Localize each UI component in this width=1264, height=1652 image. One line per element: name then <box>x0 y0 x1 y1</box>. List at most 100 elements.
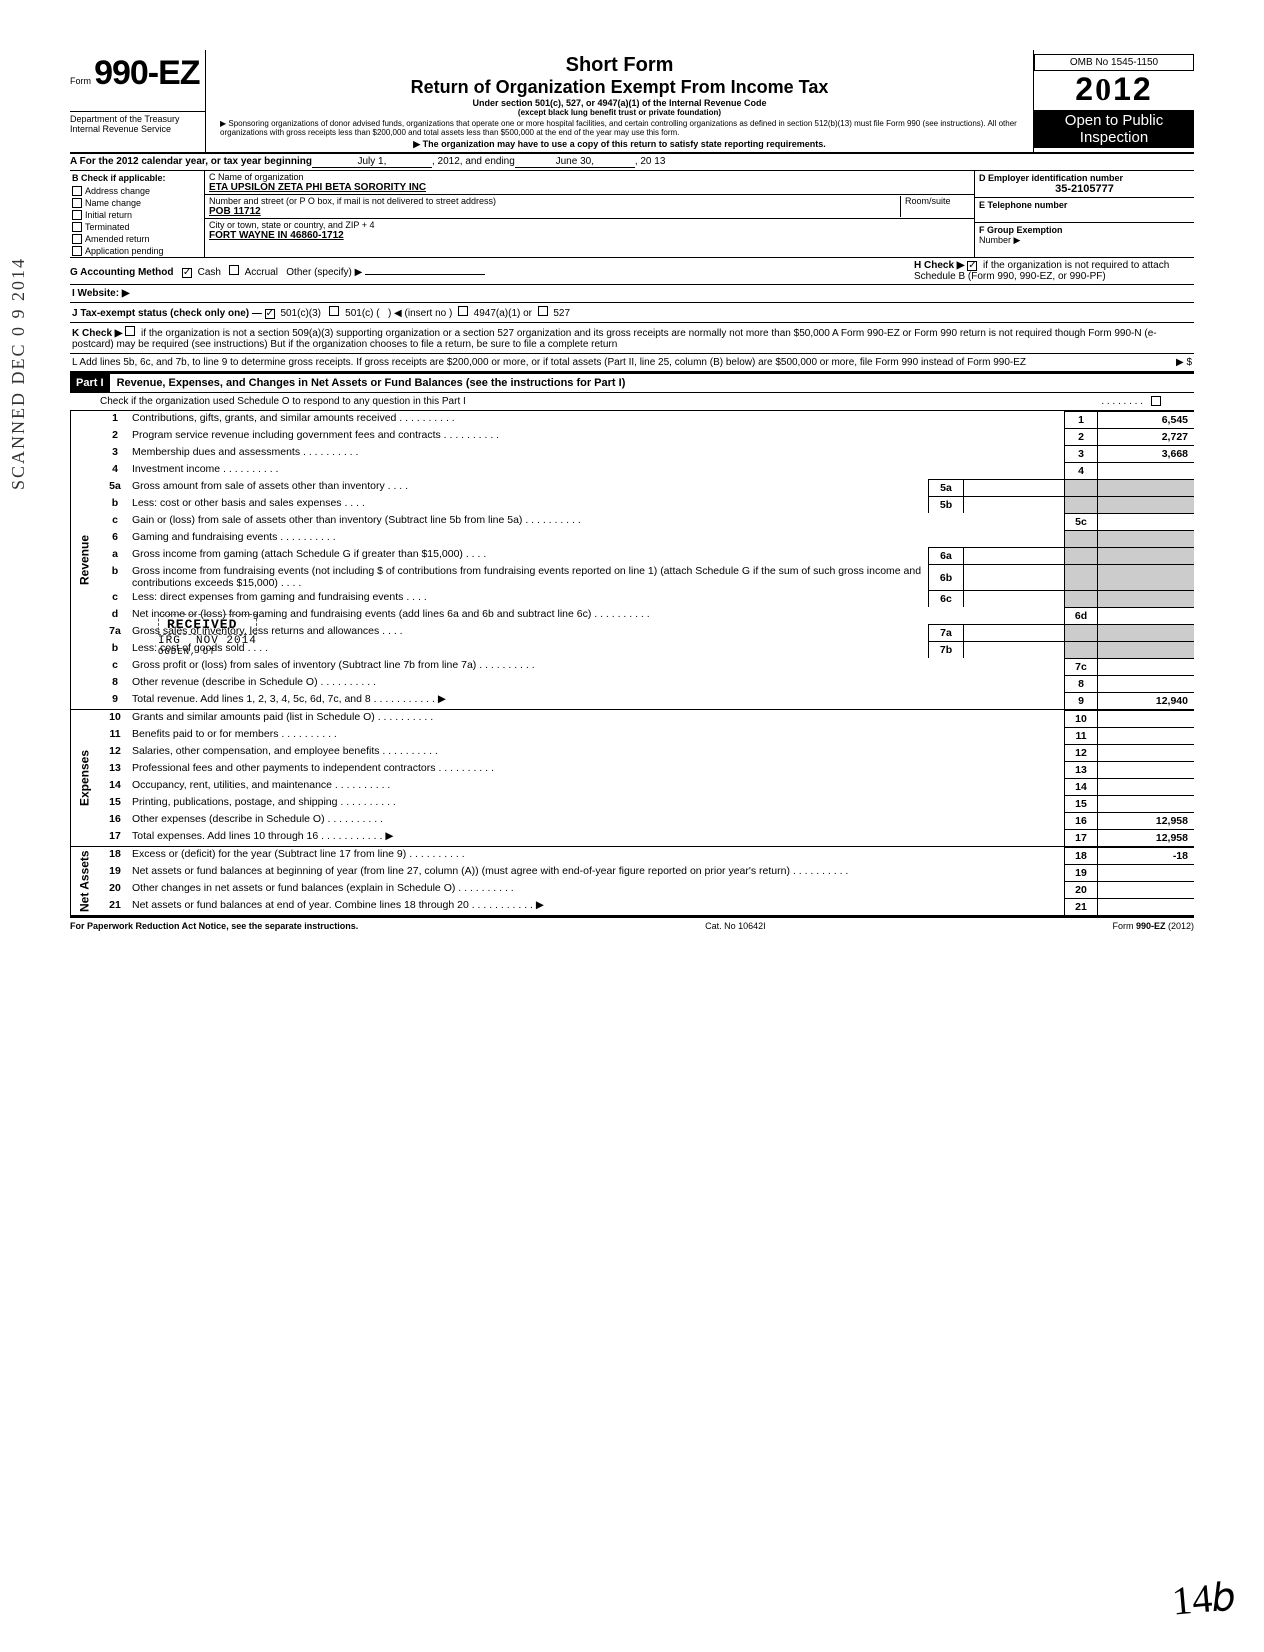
mid-value <box>964 547 1064 564</box>
line-b: bLess: cost or other basis and sales exp… <box>98 496 1194 513</box>
line-number: 17 <box>98 829 132 842</box>
chk-initial-return[interactable]: Initial return <box>70 209 204 221</box>
mid-value <box>964 641 1064 658</box>
f-row: F Group Exemption Number ▶ <box>975 223 1194 248</box>
line-number: 19 <box>98 864 132 877</box>
right-val-shaded <box>1098 530 1194 547</box>
row-gh: G Accounting Method Cash Accrual Other (… <box>70 258 1194 285</box>
line-number: b <box>98 496 132 509</box>
right-line-number: 8 <box>1064 675 1098 692</box>
line-text: Contributions, gifts, grants, and simila… <box>132 411 1064 425</box>
chk-application-pending[interactable]: Application pending <box>70 245 204 257</box>
chk-schedule-o[interactable] <box>1151 396 1161 406</box>
part1-check-row: Check if the organization used Schedule … <box>70 393 1194 411</box>
right-num-shaded <box>1064 564 1098 590</box>
expenses-side-label: Expenses <box>70 710 98 846</box>
line-text: Less: cost or other basis and sales expe… <box>132 496 928 510</box>
line-b: bGross income from fundraising events (n… <box>98 564 1194 590</box>
chk-527[interactable] <box>538 306 548 316</box>
line-text: Salaries, other compensation, and employ… <box>132 744 1064 758</box>
right-num-shaded <box>1064 547 1098 564</box>
line-number: 16 <box>98 812 132 825</box>
sponsor-text: ▶ Sponsoring organizations of donor advi… <box>212 117 1027 139</box>
form-number-cell: Form 990-EZ Department of the Treasury I… <box>70 50 205 140</box>
line-b: bLess: cost of goods sold . . . .7b <box>98 641 1194 658</box>
mid-line-number: 6b <box>928 564 964 590</box>
part1-header: Part I Revenue, Expenses, and Changes in… <box>70 372 1194 393</box>
line-text: Other revenue (describe in Schedule O) .… <box>132 675 1064 689</box>
form-number: 990-EZ <box>94 54 200 92</box>
line-text: Gaming and fundraising events . . . . . … <box>132 530 1064 544</box>
line-19: 19Net assets or fund balances at beginni… <box>98 864 1194 881</box>
line-text: Program service revenue including govern… <box>132 428 1064 442</box>
chk-accrual[interactable] <box>229 265 239 275</box>
revenue-section: Revenue 1Contributions, gifts, grants, a… <box>70 411 1194 709</box>
line-text: Printing, publications, postage, and shi… <box>132 795 1064 809</box>
line-number: 9 <box>98 692 132 705</box>
right-value <box>1098 675 1194 692</box>
col-def: D Employer identification number 35-2105… <box>974 171 1194 257</box>
right-line-number: 19 <box>1064 864 1098 881</box>
right-value <box>1098 744 1194 761</box>
chk-schedule-b[interactable] <box>967 261 977 271</box>
mid-line-number: 7b <box>928 641 964 658</box>
c-name-row: C Name of organization ETA UPSILON ZETA … <box>205 171 974 195</box>
chk-4947[interactable] <box>458 306 468 316</box>
right-value: 12,940 <box>1098 692 1194 709</box>
line-number: 10 <box>98 710 132 723</box>
c-city-row: City or town, state or country, and ZIP … <box>205 219 974 242</box>
right-value <box>1098 795 1194 812</box>
line-number: c <box>98 513 132 526</box>
chk-501c[interactable] <box>329 306 339 316</box>
chk-501c3[interactable] <box>265 309 275 319</box>
line-d: dNet income or (loss) from gaming and fu… <box>98 607 1194 624</box>
line-text: Less: direct expenses from gaming and fu… <box>132 590 928 604</box>
except-text: (except black lung benefit trust or priv… <box>212 108 1027 117</box>
signature-mark: 14𝑏 <box>1170 1572 1236 1624</box>
right-value <box>1098 607 1194 624</box>
line-text: Net assets or fund balances at end of ye… <box>132 898 1064 912</box>
line-text: Net assets or fund balances at beginning… <box>132 864 1064 878</box>
mid-line-number: 5b <box>928 496 964 513</box>
line-3: 3Membership dues and assessments . . . .… <box>98 445 1194 462</box>
line-4: 4Investment income . . . . . . . . . .4 <box>98 462 1194 479</box>
e-row: E Telephone number <box>975 198 1194 223</box>
line-number: c <box>98 590 132 603</box>
dept-treasury: Department of the Treasury <box>70 114 205 124</box>
line-number: a <box>98 547 132 560</box>
line-11: 11Benefits paid to or for members . . . … <box>98 727 1194 744</box>
right-num-shaded <box>1064 624 1098 641</box>
open-public: Open to PublicInspection <box>1034 110 1194 148</box>
tax-year-end: June 30, <box>515 156 635 168</box>
line-text: Gross income from gaming (attach Schedul… <box>132 547 928 561</box>
right-value <box>1098 898 1194 915</box>
right-val-shaded <box>1098 590 1194 607</box>
chk-amended[interactable]: Amended return <box>70 233 204 245</box>
chk-cash[interactable] <box>182 268 192 278</box>
line-20: 20Other changes in net assets or fund ba… <box>98 881 1194 898</box>
line-21: 21Net assets or fund balances at end of … <box>98 898 1194 915</box>
line-number: 3 <box>98 445 132 458</box>
line-number: 21 <box>98 898 132 911</box>
tax-year: 2012 <box>1034 71 1194 108</box>
right-num-shaded <box>1064 479 1098 496</box>
line-6: 6Gaming and fundraising events . . . . .… <box>98 530 1194 547</box>
right-line-number: 2 <box>1064 428 1098 445</box>
right-value <box>1098 658 1194 675</box>
line-text: Other changes in net assets or fund bala… <box>132 881 1064 895</box>
chk-address-change[interactable]: Address change <box>70 185 204 197</box>
line-number: b <box>98 564 132 577</box>
mid-line-number: 7a <box>928 624 964 641</box>
part1-title: Revenue, Expenses, and Changes in Net As… <box>113 377 626 389</box>
chk-name-change[interactable]: Name change <box>70 197 204 209</box>
chk-terminated[interactable]: Terminated <box>70 221 204 233</box>
l-arrow: ▶ $ <box>1112 357 1192 368</box>
line-text: Professional fees and other payments to … <box>132 761 1064 775</box>
right-line-number: 20 <box>1064 881 1098 898</box>
right-line-number: 1 <box>1064 411 1098 428</box>
row-a: A For the 2012 calendar year, or tax yea… <box>70 154 1194 171</box>
line-text: Investment income . . . . . . . . . . <box>132 462 1064 476</box>
right-value: 3,668 <box>1098 445 1194 462</box>
right-line-number: 4 <box>1064 462 1098 479</box>
chk-k[interactable] <box>125 326 135 336</box>
